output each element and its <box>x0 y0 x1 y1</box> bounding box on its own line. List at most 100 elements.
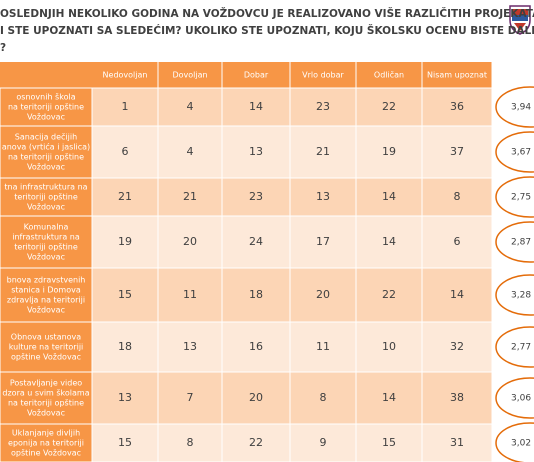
cell-value: 8 <box>320 391 327 404</box>
row-label: anova (vrtića i jaslica) <box>2 142 90 152</box>
row-label: Obnova ustanova <box>11 333 81 342</box>
cell-value: 20 <box>183 235 197 248</box>
cell-value: 22 <box>249 436 263 449</box>
score: 3,06 <box>511 394 531 404</box>
score-circle <box>495 274 534 316</box>
row-cells <box>91 371 493 425</box>
cell-value: 17 <box>316 235 330 248</box>
row-label: osnovnih škola <box>16 92 75 102</box>
header-line: I STE UPOZNATI SA SLEDEĆIM? UKOLIKO STE … <box>0 24 534 37</box>
score: 2,87 <box>511 238 531 248</box>
row-label: zdravlja na teritoriji <box>7 296 85 305</box>
score: 3,28 <box>511 291 531 301</box>
cell-value: 22 <box>382 100 396 113</box>
cell-value: 4 <box>187 145 194 158</box>
score: 3,67 <box>511 148 531 158</box>
cell-value: 6 <box>122 145 129 158</box>
score-circle <box>495 326 534 368</box>
cell-value: 24 <box>249 235 263 248</box>
row-cells <box>91 87 493 127</box>
cell-value: 14 <box>249 100 263 113</box>
cell-value: 14 <box>450 288 464 301</box>
column-header: Nedovoljan <box>103 71 148 80</box>
row-label: dzora u svim školama <box>2 388 89 398</box>
score: 2,77 <box>511 343 531 353</box>
cell-value: 16 <box>249 340 263 353</box>
score-circle <box>495 176 534 218</box>
column-header: Dovoljan <box>172 71 207 80</box>
cell-value: 1 <box>122 100 129 113</box>
row-label: Komunalna <box>24 223 69 232</box>
row-cells <box>91 321 493 373</box>
row-cells <box>91 125 493 179</box>
score: 3,02 <box>511 439 531 449</box>
cell-value: 13 <box>183 340 197 353</box>
cell-value: 23 <box>316 100 330 113</box>
row-cells <box>91 423 493 462</box>
row-label: eponija na teritoriji <box>8 439 84 448</box>
row-label: stanica i Domova <box>11 286 81 295</box>
row-label: Voždovac <box>27 253 65 262</box>
cell-value: 13 <box>118 391 132 404</box>
header-line: OSLEDNJIH NEKOLIKO GODINA NA VOŽDOVCU JE… <box>0 7 534 20</box>
row-label: infrastruktura na <box>12 233 80 242</box>
cell-value: 14 <box>382 190 396 203</box>
row-label-cell <box>0 125 93 179</box>
row-cells <box>91 177 493 217</box>
cell-value: 21 <box>118 190 132 203</box>
cell-value: 31 <box>450 436 464 449</box>
row-label: na teritoriji opštine <box>8 398 84 408</box>
score: 2,75 <box>511 193 531 203</box>
row-label: na teritoriji opštine <box>8 102 84 112</box>
header-row <box>0 62 492 88</box>
cell-value: 22 <box>382 288 396 301</box>
row-cells <box>91 215 493 269</box>
row-label: kulture na teritoriji <box>9 343 84 352</box>
cell-value: 4 <box>187 100 194 113</box>
cell-value: 19 <box>118 235 132 248</box>
row-label: opštine Voždovac <box>11 352 81 362</box>
logo <box>509 5 531 35</box>
column-header: Odličan <box>374 70 404 80</box>
row-label-cell <box>0 423 93 462</box>
score-circle <box>495 377 534 419</box>
cell-value: 37 <box>450 145 464 158</box>
cell-value: 15 <box>118 288 132 301</box>
score-circle <box>495 221 534 263</box>
cell-value: 36 <box>450 100 464 113</box>
row-label: na teritoriji opštine <box>8 152 84 162</box>
cell-value: 7 <box>187 391 194 404</box>
cell-value: 8 <box>454 190 461 203</box>
row-label: Voždovac <box>27 409 65 418</box>
score-circle <box>495 131 534 173</box>
cell-value: 21 <box>183 190 197 203</box>
cell-value: 23 <box>249 190 263 203</box>
row-label: teritoriji opštine <box>14 192 78 202</box>
cell-value: 15 <box>382 436 396 449</box>
cell-value: 38 <box>450 391 464 404</box>
row-label: teritoriji opštine <box>14 242 78 252</box>
cell-value: 14 <box>382 391 396 404</box>
cell-value: 14 <box>382 235 396 248</box>
row-label: Voždovac <box>27 306 65 315</box>
row-label: Uklanjanje divljih <box>12 429 80 438</box>
score-circle <box>495 86 534 128</box>
header-line: ? <box>0 42 6 54</box>
row-label: Voždovac <box>27 163 65 172</box>
cell-value: 19 <box>382 145 396 158</box>
cell-value: 13 <box>249 145 263 158</box>
cell-value: 20 <box>249 391 263 404</box>
cell-value: 18 <box>118 340 132 353</box>
row-label: Postavljanje video <box>10 379 82 388</box>
column-header: Dobar <box>244 71 269 80</box>
row-label: tna infrastruktura na <box>4 183 87 192</box>
row-label: bnova zdravstvenih <box>7 276 86 285</box>
row-label: Voždovac <box>27 203 65 212</box>
cell-value: 20 <box>316 288 330 301</box>
column-header: Vrlo dobar <box>302 71 344 80</box>
cell-value: 11 <box>183 288 197 301</box>
row-label: Sanacija dečijih <box>15 132 77 142</box>
row-label: opštine Voždovac <box>11 448 81 458</box>
